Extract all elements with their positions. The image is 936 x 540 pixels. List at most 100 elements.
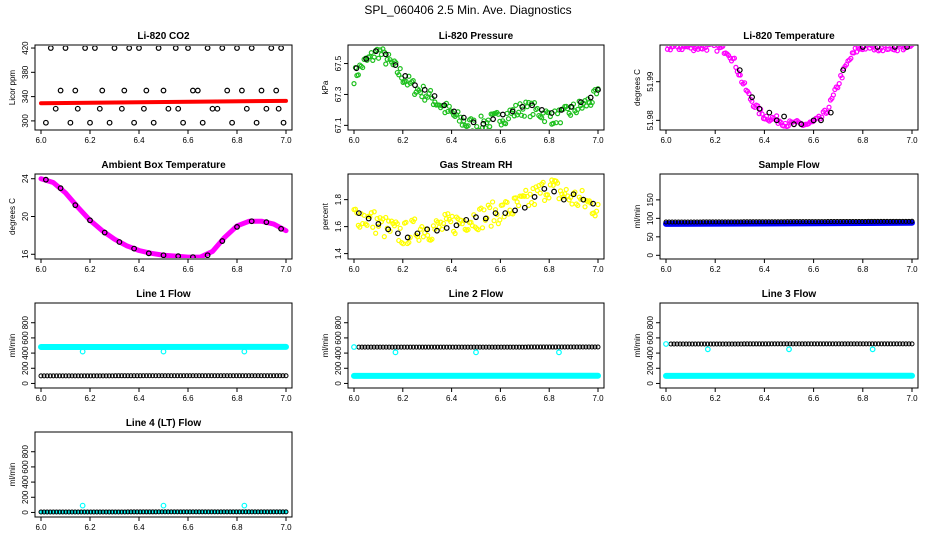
x-tick-label: 7.0 — [280, 394, 292, 403]
data-point — [160, 87, 167, 94]
data-point — [480, 120, 487, 127]
data-point — [904, 46, 910, 50]
data-point — [190, 254, 196, 258]
data-point — [587, 94, 594, 101]
data-point — [374, 215, 380, 222]
data-point — [87, 119, 93, 126]
data-point — [826, 104, 832, 110]
y-tick-label: 420 — [21, 41, 30, 55]
data-point — [79, 348, 86, 355]
data-point — [818, 117, 824, 124]
data-point — [897, 46, 903, 49]
data-point — [404, 344, 410, 350]
data-point — [137, 509, 143, 515]
data-point — [424, 226, 431, 233]
data-point — [371, 209, 377, 215]
data-point — [749, 94, 755, 101]
data-point — [510, 344, 516, 350]
data-point — [486, 344, 492, 350]
data-point — [131, 119, 138, 126]
data-point — [774, 113, 780, 119]
y-tick-label: 400 — [21, 346, 30, 360]
data-point — [671, 341, 677, 347]
x-tick-label: 7.0 — [592, 265, 604, 274]
data-point — [249, 373, 255, 379]
panel-title: Li-820 Pressure — [439, 31, 514, 42]
x-tick-label: 7.0 — [906, 394, 918, 403]
data-point — [866, 46, 871, 48]
data-point — [122, 373, 128, 379]
data-point — [162, 509, 168, 515]
data-point — [592, 344, 598, 350]
data-point — [479, 225, 486, 231]
data-point — [116, 509, 122, 515]
data-point — [568, 103, 575, 110]
data-point — [178, 509, 184, 515]
data-point — [373, 230, 379, 236]
data-point — [683, 341, 689, 347]
data-point — [43, 119, 49, 126]
data-point — [386, 218, 392, 224]
data-point — [128, 373, 134, 379]
data-layer — [664, 46, 915, 129]
data-layer — [38, 343, 289, 379]
y-tick-label: 400 — [334, 346, 343, 360]
data-point — [412, 82, 418, 89]
data-point — [150, 509, 156, 515]
series-high — [668, 341, 915, 347]
data-point — [791, 219, 797, 225]
series-average — [663, 218, 915, 225]
data-point — [38, 509, 44, 515]
data-point — [97, 509, 103, 515]
data-point — [267, 509, 273, 515]
data-point — [525, 344, 531, 350]
data-point — [159, 509, 165, 515]
data-point — [355, 72, 361, 78]
data-point — [526, 99, 532, 106]
data-point — [248, 218, 255, 225]
data-point — [60, 509, 66, 515]
data-point — [550, 120, 556, 126]
data-point — [741, 219, 747, 225]
data-point — [425, 344, 431, 350]
data-point — [714, 341, 720, 347]
plot-frame — [347, 173, 605, 260]
data-point — [215, 509, 221, 515]
data-point — [219, 238, 226, 244]
y-tick-label: 800 — [334, 316, 343, 330]
x-tick-label: 7.0 — [592, 136, 604, 145]
data-point — [698, 341, 704, 347]
data-point — [732, 341, 738, 347]
data-point — [443, 216, 450, 222]
data-point — [75, 373, 81, 379]
data-point — [689, 341, 695, 347]
data-point — [199, 119, 206, 126]
x-tick-label: 6.2 — [84, 394, 96, 403]
data-point — [140, 509, 146, 515]
data-point — [446, 103, 452, 109]
data-point — [442, 211, 448, 218]
data-point — [528, 344, 534, 350]
y-tick-label: 0 — [646, 253, 655, 258]
y-tick-label: 400 — [646, 346, 655, 360]
data-point — [541, 344, 547, 350]
y-tick-label: 24 — [21, 174, 30, 183]
data-point — [553, 344, 559, 350]
data-point — [85, 509, 91, 515]
data-point — [458, 114, 464, 120]
data-point — [796, 341, 802, 347]
data-point — [718, 46, 724, 50]
data-point — [364, 222, 370, 228]
y-tick-label: 150 — [646, 193, 655, 207]
x-tick-label: 6.0 — [660, 394, 672, 403]
data-point — [714, 48, 720, 54]
data-point — [38, 373, 44, 379]
data-point — [218, 509, 224, 515]
data-point — [862, 218, 868, 224]
data-point — [811, 341, 817, 347]
y-tick-label: 600 — [334, 331, 343, 345]
data-point — [812, 219, 818, 225]
x-tick-label: 6.2 — [397, 136, 409, 145]
data-point — [692, 341, 698, 347]
x-tick-label: 6.2 — [397, 265, 409, 274]
